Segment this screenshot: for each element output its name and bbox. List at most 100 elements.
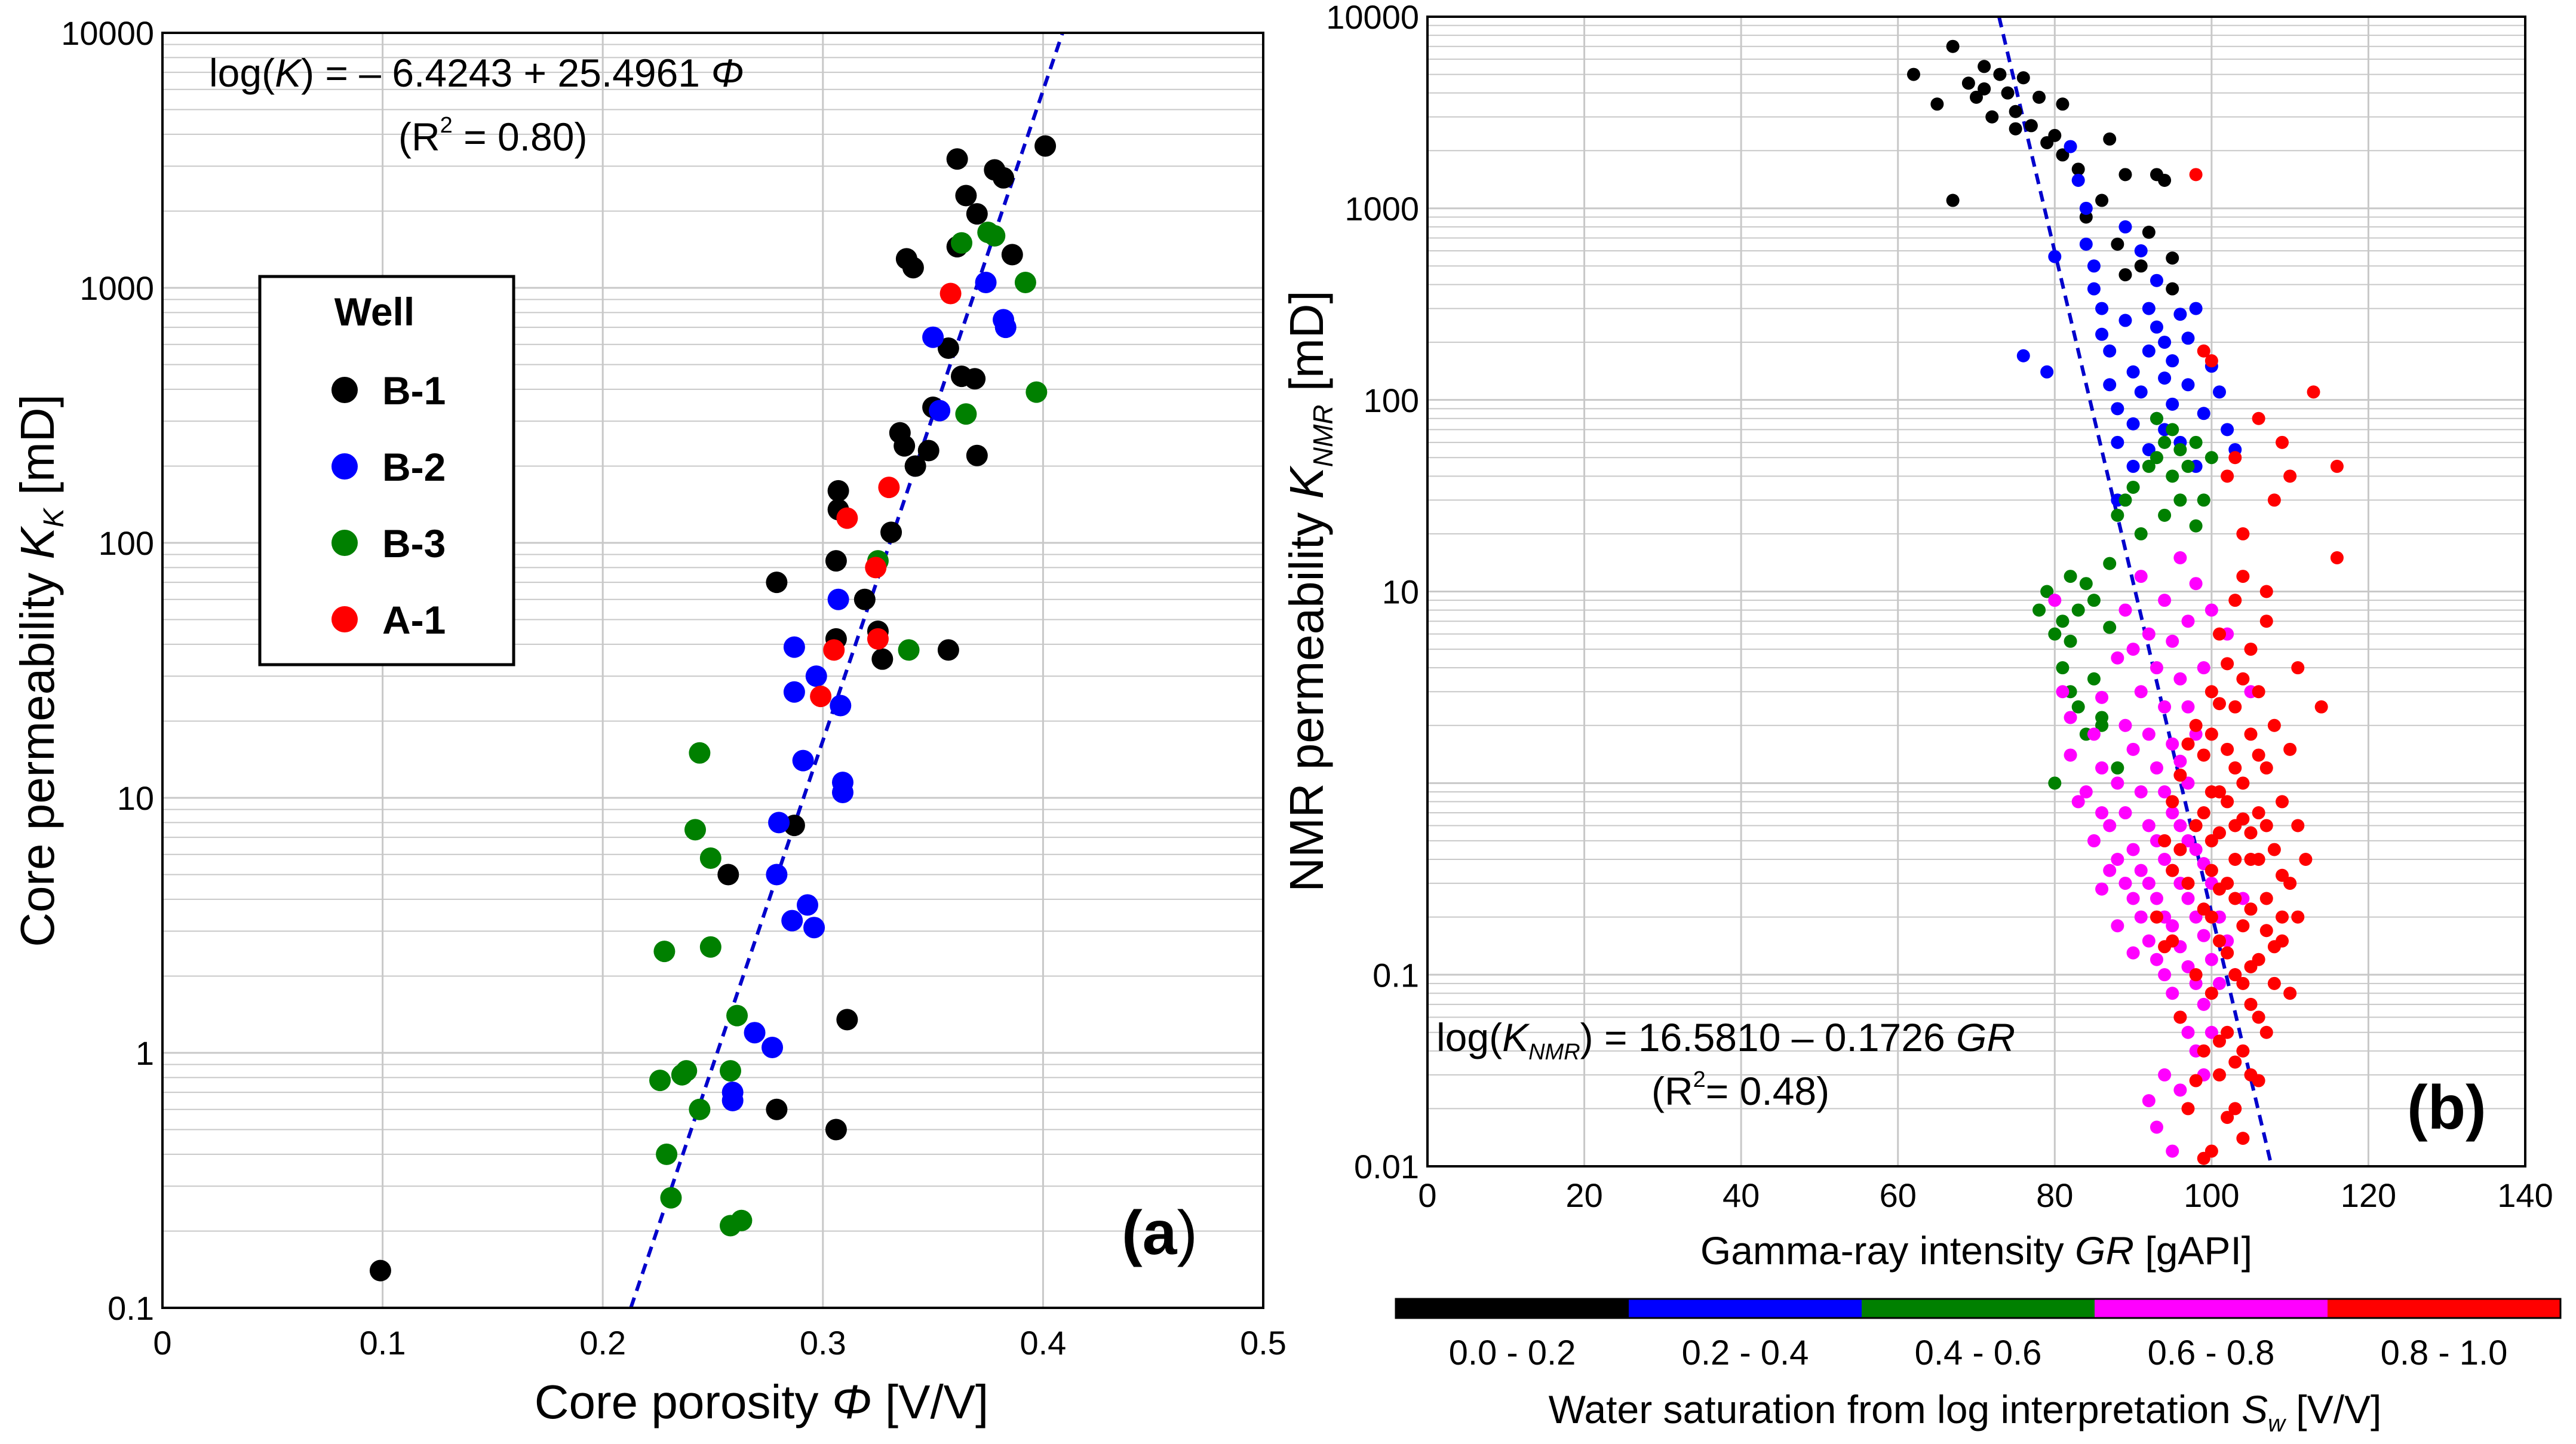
data-point xyxy=(2087,282,2101,296)
data-point xyxy=(922,326,944,348)
data-point xyxy=(2134,527,2148,540)
legend-title: Well xyxy=(334,290,415,334)
data-point xyxy=(2197,748,2210,762)
data-point xyxy=(2103,344,2117,358)
colorbar-labels: 0.0 - 0.2 0.2 - 0.4 0.4 - 0.6 0.6 - 0.8 0.8 … xyxy=(1449,1334,2508,1372)
panel-a-fit-line xyxy=(629,32,1064,1308)
data-point xyxy=(766,572,788,594)
data-point xyxy=(2252,748,2265,762)
data-point xyxy=(2048,250,2062,263)
panel-b-grid xyxy=(1427,17,2525,1168)
data-point xyxy=(1034,135,1057,157)
data-point xyxy=(796,894,818,916)
legend-label-b3: B-3 xyxy=(382,521,446,566)
data-point xyxy=(2166,987,2179,1000)
data-point xyxy=(2142,934,2156,948)
data-point xyxy=(2228,892,2242,905)
data-point xyxy=(831,772,853,794)
data-point xyxy=(2095,761,2109,775)
data-point xyxy=(994,317,1017,339)
data-point xyxy=(2134,685,2148,699)
data-point xyxy=(2291,910,2305,924)
data-point xyxy=(946,148,968,170)
data-point xyxy=(2048,776,2062,790)
data-point xyxy=(2048,128,2062,142)
data-point xyxy=(2166,469,2179,483)
data-point xyxy=(2158,968,2172,982)
data-point xyxy=(2095,806,2109,820)
y-tick-label: 1000 xyxy=(79,269,154,307)
data-point xyxy=(825,1119,847,1141)
data-point xyxy=(2001,86,2015,100)
data-point xyxy=(2212,1034,2226,1048)
data-point xyxy=(2181,615,2195,628)
data-point xyxy=(2276,868,2289,882)
panel-b-y-tick-labels: 0.01 0.1 10 100 1000 10000 xyxy=(1326,0,1419,1185)
data-point xyxy=(2205,1025,2218,1039)
data-point xyxy=(2259,819,2273,832)
data-point xyxy=(2079,577,2093,591)
data-point xyxy=(2103,864,2117,877)
data-point xyxy=(369,1259,391,1282)
colorbar-segments xyxy=(1395,1298,2562,1319)
data-point xyxy=(768,812,790,834)
data-point xyxy=(653,941,676,963)
data-point xyxy=(2134,785,2148,799)
data-point xyxy=(2009,122,2022,136)
data-point xyxy=(2212,882,2226,896)
data-point xyxy=(937,639,959,661)
data-point xyxy=(810,686,832,708)
data-point xyxy=(2126,742,2140,756)
data-point xyxy=(2142,225,2156,239)
data-point xyxy=(1930,97,1944,111)
data-point xyxy=(2228,1055,2242,1069)
data-point xyxy=(2118,806,2132,820)
data-point xyxy=(2118,220,2132,234)
data-point xyxy=(2111,776,2124,790)
data-point xyxy=(2071,700,2085,714)
data-point xyxy=(783,681,805,703)
data-point xyxy=(766,1098,788,1120)
data-point xyxy=(2118,168,2132,182)
y-tick-label: 10 xyxy=(1382,573,1419,611)
data-point xyxy=(853,588,876,610)
data-point xyxy=(2236,570,2250,583)
data-point xyxy=(2173,672,2187,686)
data-point xyxy=(2095,882,2109,896)
data-point xyxy=(2259,924,2273,938)
data-point xyxy=(984,225,1006,247)
y-tick-label: 100 xyxy=(1364,382,1419,419)
data-point xyxy=(1985,110,1999,124)
panel-a-y-tick-labels: 0.1 1 10 100 1000 10000 xyxy=(61,14,154,1327)
data-point xyxy=(717,864,739,886)
data-point xyxy=(2236,672,2250,686)
data-point xyxy=(2056,148,2070,162)
data-point xyxy=(2259,892,2273,905)
data-point xyxy=(827,588,849,610)
data-point xyxy=(689,742,711,764)
colorbar-label: 0.8 - 1.0 xyxy=(2381,1334,2508,1372)
data-point xyxy=(2166,864,2179,877)
data-point xyxy=(2221,1111,2234,1125)
data-point xyxy=(2150,910,2163,924)
data-point xyxy=(689,1098,711,1120)
data-point xyxy=(2142,302,2156,315)
data-point xyxy=(2189,577,2203,591)
data-point xyxy=(2150,761,2163,775)
data-point xyxy=(2276,435,2289,449)
data-point xyxy=(2126,365,2140,379)
data-point xyxy=(2158,785,2172,799)
data-point xyxy=(2087,594,2101,607)
data-point xyxy=(2009,105,2022,118)
data-point xyxy=(2111,435,2124,449)
data-point xyxy=(1978,82,1991,96)
panel-a-grid xyxy=(162,33,1263,1309)
data-point xyxy=(2056,685,2070,699)
data-point xyxy=(2221,469,2234,483)
x-tick-label: 40 xyxy=(1723,1176,1760,1214)
data-point xyxy=(2259,761,2273,775)
data-point xyxy=(2189,968,2203,982)
data-point xyxy=(2212,385,2226,399)
data-point xyxy=(2134,259,2148,273)
data-point xyxy=(2056,615,2070,628)
